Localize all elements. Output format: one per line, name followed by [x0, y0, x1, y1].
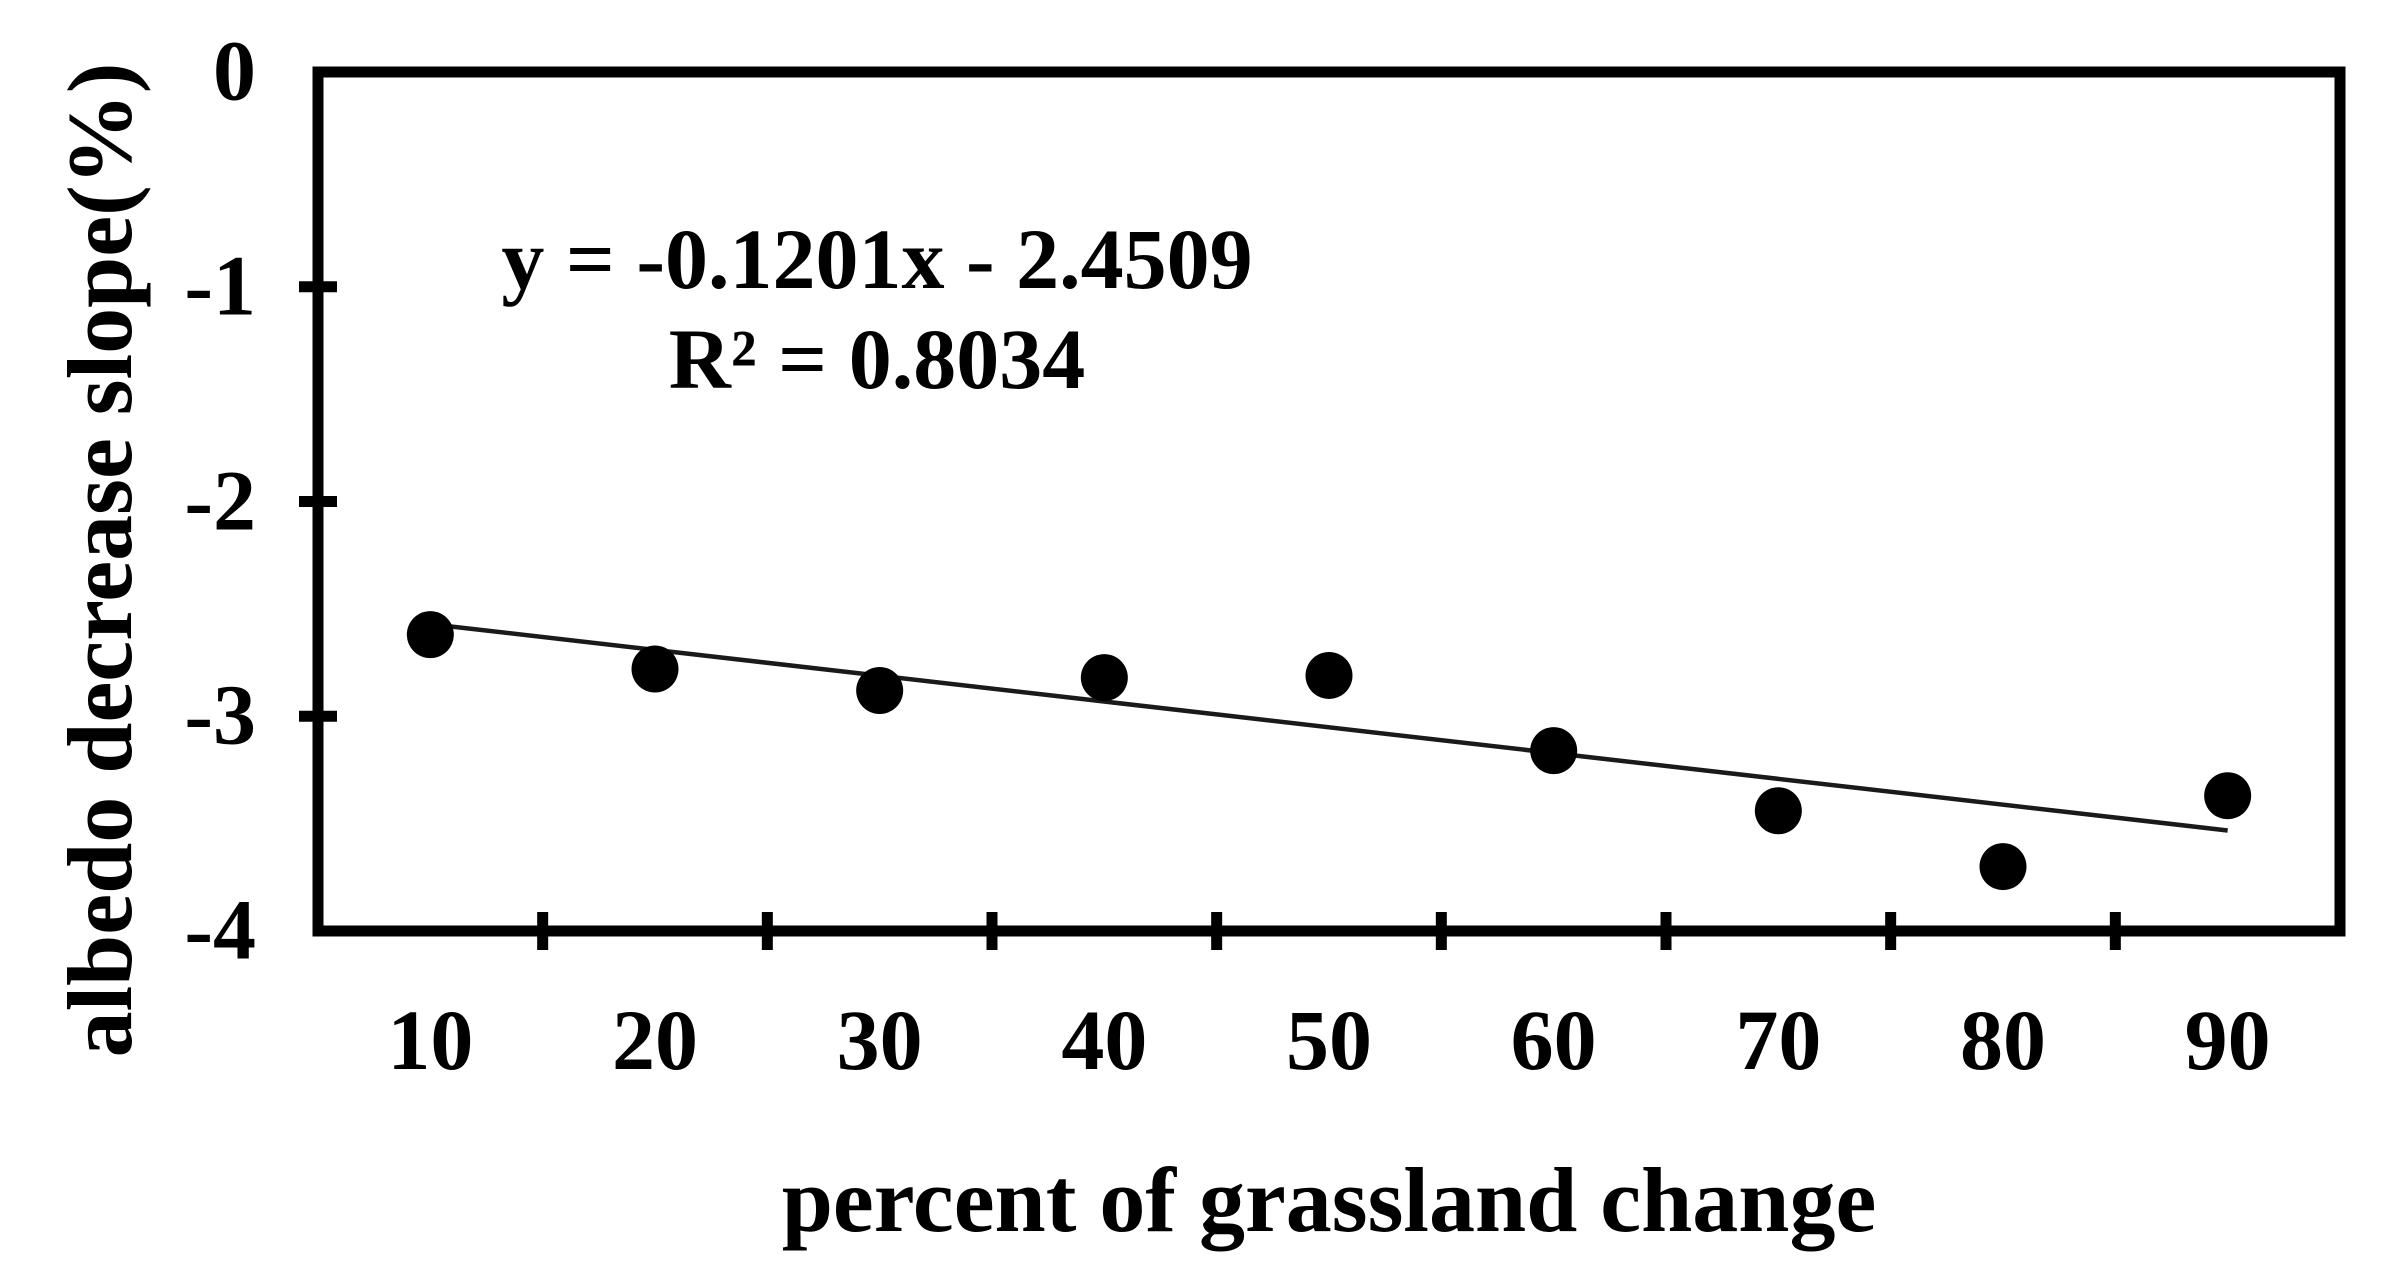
x-tick-label-60: 60 — [1510, 992, 1597, 1088]
y-tick-label-m2: -2 — [184, 451, 256, 548]
r-squared-text: R² = 0.8034 — [668, 311, 1086, 407]
x-tick-label-80: 80 — [1960, 992, 2046, 1088]
y-tick-label-0: 0 — [213, 22, 256, 119]
data-point-20 — [631, 645, 679, 693]
x-tick-label-20: 20 — [612, 992, 698, 1088]
data-point-70 — [1754, 787, 1802, 835]
x-tick-label-90: 90 — [2184, 992, 2271, 1088]
data-point-60 — [1530, 727, 1578, 775]
x-tick-label-10: 10 — [387, 992, 474, 1088]
trend-line — [421, 620, 2228, 833]
x-axis-title: percent of grassland change — [781, 1149, 1877, 1251]
x-tick-label-70: 70 — [1735, 992, 1822, 1088]
y-tick-label-m1: -1 — [184, 237, 256, 334]
y-tick-label-m3: -3 — [184, 666, 256, 763]
y-tick-label-m4: -4 — [184, 881, 256, 978]
x-tick-label-40: 40 — [1061, 992, 1148, 1088]
data-point-90 — [2204, 772, 2252, 820]
regression-equation-text: y = -0.1201x - 2.4509 — [501, 211, 1253, 307]
y-axis-title: albedo decrease slope(%) — [49, 62, 151, 1058]
x-tick-label-30: 30 — [836, 992, 923, 1088]
plot-frame — [312, 66, 2346, 937]
data-point-30 — [856, 666, 904, 714]
data-point-50 — [1305, 651, 1353, 699]
regression-annotation: y = -0.1201x - 2.4509 R² = 0.8034 — [427, 209, 1327, 409]
data-point-10 — [406, 611, 454, 659]
data-point-40 — [1080, 654, 1128, 702]
x-tick-label-50: 50 — [1286, 992, 1372, 1088]
data-point-80 — [1979, 843, 2027, 891]
